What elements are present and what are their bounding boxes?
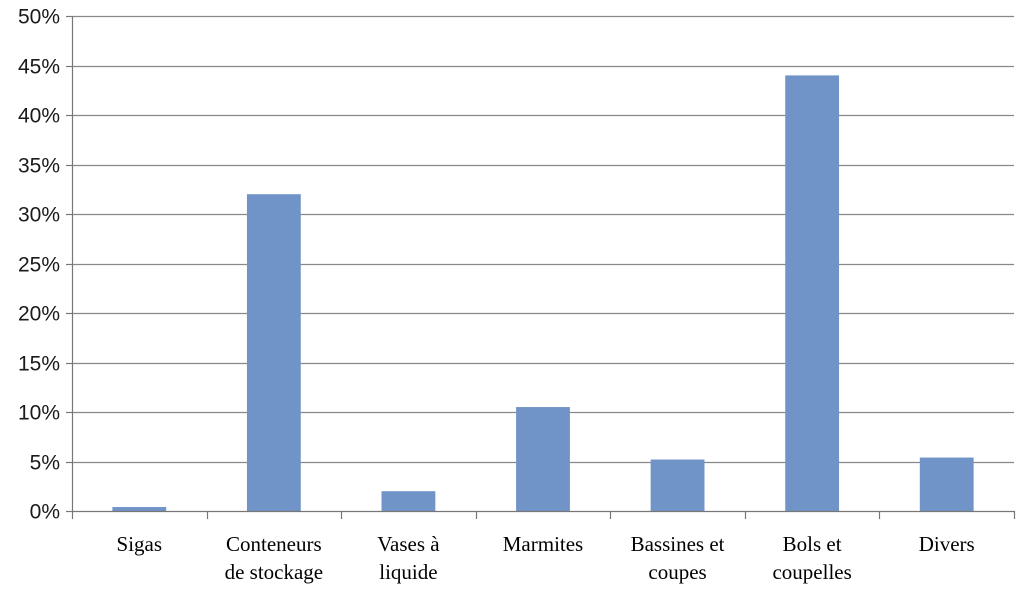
gridlines [72, 15, 1014, 464]
bar [785, 75, 840, 512]
y-tick-label: 15% [18, 353, 60, 376]
y-tick-label: 40% [18, 105, 60, 128]
bar [112, 507, 167, 511]
x-category-label: Vases à liquide [377, 532, 440, 584]
y-tick-label: 45% [18, 56, 60, 79]
y-tick-label: 0% [30, 501, 60, 524]
y-tick-labels: 0% 5% 10% 15% 20% 25% 30% 35% 40% 45% 50% [18, 6, 60, 524]
axes [66, 15, 1016, 519]
y-tick-label: 35% [18, 155, 60, 178]
x-category-label: Divers [919, 532, 975, 556]
bar [919, 457, 974, 511]
y-tick-label: 5% [30, 452, 60, 475]
y-tick-label: 10% [18, 402, 60, 425]
x-category-labels: Sigas Conteneurs de stockage Vases à liquide… [117, 532, 975, 584]
bar [650, 459, 705, 511]
x-category-label: Sigas [117, 532, 163, 556]
bar [246, 194, 301, 511]
x-category-label: Bassines et coupes [631, 532, 725, 584]
bars [112, 75, 974, 512]
bar [516, 407, 570, 511]
y-tick-label: 20% [18, 303, 60, 326]
x-category-label: Bols et coupelles [772, 532, 851, 584]
y-tick-label: 25% [18, 254, 60, 277]
x-category-label: Marmites [503, 532, 583, 556]
y-tick-label: 30% [18, 204, 60, 227]
bar [381, 491, 436, 511]
y-tick-label: 50% [18, 6, 60, 29]
x-category-label: Conteneurs de stockage [225, 532, 324, 584]
